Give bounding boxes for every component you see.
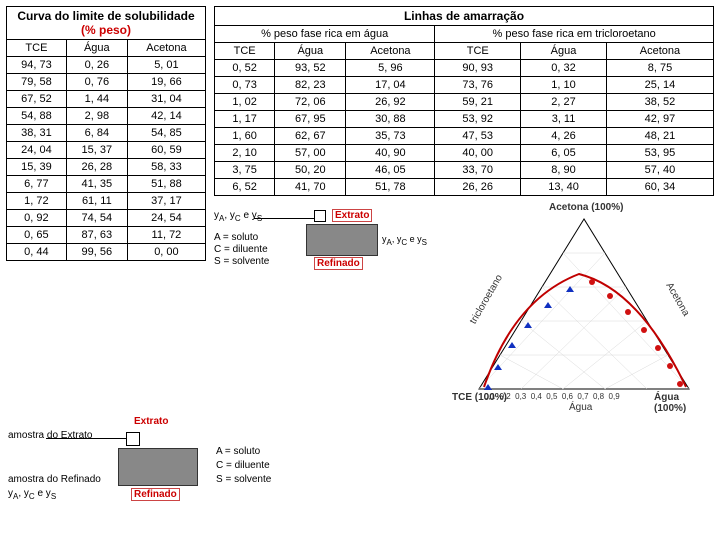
- yvars-refinado: yA, yC e yS: [382, 234, 427, 247]
- schematic-upper: yA, yC e yS Extrato A = soluto C = dilue…: [214, 204, 444, 284]
- tieline-col-header: Acetona: [346, 43, 435, 60]
- tieline-col-header: Água: [521, 43, 607, 60]
- ternary-top: Acetona (100%): [549, 202, 623, 213]
- table-row: 1, 6062, 6735, 7347, 534, 2648, 21: [215, 128, 714, 145]
- tieline-sub-right: % peso fase rica em tricloroetano: [435, 26, 714, 43]
- refinado-label-2: Refinado: [131, 488, 180, 501]
- yvars-extrato: yA, yC e yS: [214, 210, 262, 223]
- tieline-col-header: Água: [275, 43, 346, 60]
- tieline-title: Linhas de amarração: [215, 7, 714, 26]
- solubility-col-header: Acetona: [127, 40, 205, 57]
- table-row: 1, 7261, 1137, 17: [7, 193, 206, 210]
- table-row: 94, 730, 265, 01: [7, 57, 206, 74]
- ternary-br: Água (100%): [654, 392, 704, 414]
- legend-s: S = solvente: [214, 256, 269, 267]
- table-row: 6, 5241, 7051, 7826, 2613, 4060, 34: [215, 179, 714, 196]
- ternary-diagram: Acetona (100%) tricloroetano Acetona TCE…: [464, 204, 704, 414]
- table-row: 0, 7382, 2317, 0473, 761, 1025, 14: [215, 77, 714, 94]
- solubility-col-header: Água: [66, 40, 127, 57]
- ternary-ticks: 0,1 0,2 0,3 0,4 0,5 0,6 0,7 0,8 0,9: [484, 392, 620, 401]
- table-row: 54, 882, 9842, 14: [7, 108, 206, 125]
- table-row: 6, 7741, 3551, 88: [7, 176, 206, 193]
- table-row: 1, 1767, 9530, 8853, 923, 1142, 97: [215, 111, 714, 128]
- legend-c-2: C = diluente: [216, 460, 270, 471]
- ternary-bottom-axis: Água: [569, 402, 592, 413]
- extrato-label-2: Extrato: [134, 416, 168, 427]
- legend-c: C = diluente: [214, 244, 268, 255]
- tieline-sub-left: % peso fase rica em água: [215, 26, 435, 43]
- solubility-title: Curva do limite de solubilidade (% peso): [7, 7, 206, 40]
- schematic-lower: Extrato amostra do Extrato amostra do Re…: [6, 418, 316, 513]
- table-row: 67, 521, 4431, 04: [7, 91, 206, 108]
- extrato-label: Extrato: [332, 209, 372, 222]
- table-row: 0, 4499, 560, 00: [7, 244, 206, 261]
- table-row: 0, 6587, 6311, 72: [7, 227, 206, 244]
- refinado-label: Refinado: [314, 257, 363, 270]
- legend-a: A = soluto: [214, 232, 258, 243]
- table-row: 15, 3926, 2858, 33: [7, 159, 206, 176]
- table-row: 79, 580, 7619, 66: [7, 74, 206, 91]
- legend-a-2: A = soluto: [216, 446, 260, 457]
- table-row: 3, 7550, 2046, 0533, 708, 9057, 40: [215, 162, 714, 179]
- tieline-col-header: TCE: [435, 43, 521, 60]
- tieline-table: Linhas de amarração % peso fase rica em …: [214, 6, 714, 196]
- amostra-extrato: amostra do Extrato: [8, 430, 92, 441]
- table-row: 0, 9274, 5424, 54: [7, 210, 206, 227]
- yvars-2: yA, yC e yS: [8, 488, 56, 501]
- legend-s-2: S = solvente: [216, 474, 271, 485]
- table-row: 24, 0415, 3760, 59: [7, 142, 206, 159]
- table-row: 38, 316, 8454, 85: [7, 125, 206, 142]
- solubility-col-header: TCE: [7, 40, 67, 57]
- tieline-col-header: TCE: [215, 43, 275, 60]
- amostra-refinado: amostra do Refinado: [8, 474, 101, 485]
- table-row: 2, 1057, 0040, 9040, 006, 0553, 95: [215, 145, 714, 162]
- solubility-table: Curva do limite de solubilidade (% peso)…: [6, 6, 206, 261]
- table-row: 0, 5293, 525, 9690, 930, 328, 75: [215, 60, 714, 77]
- table-row: 1, 0272, 0626, 9259, 212, 2738, 52: [215, 94, 714, 111]
- tieline-col-header: Acetona: [606, 43, 713, 60]
